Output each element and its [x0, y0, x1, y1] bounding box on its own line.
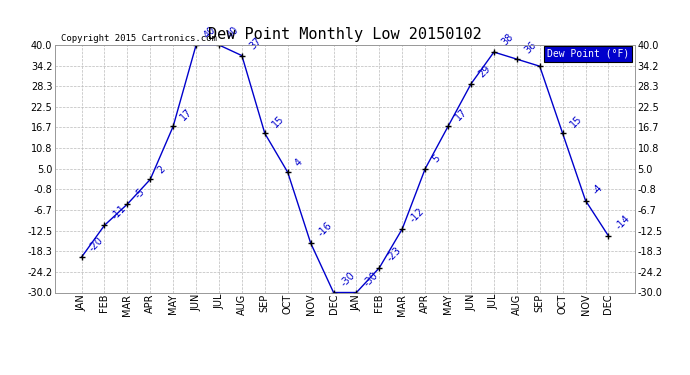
Text: 38: 38	[500, 32, 515, 48]
Text: -4: -4	[591, 183, 605, 196]
Text: 5: 5	[431, 153, 442, 165]
Text: -23: -23	[385, 245, 403, 264]
Text: 34: 34	[545, 46, 561, 62]
Text: -20: -20	[87, 235, 106, 253]
Text: -11: -11	[110, 203, 128, 221]
Text: 17: 17	[453, 106, 469, 122]
Text: 36: 36	[522, 39, 538, 55]
Text: 29: 29	[477, 64, 493, 80]
Text: -16: -16	[316, 220, 335, 239]
Text: 2: 2	[156, 164, 167, 175]
Title: Dew Point Monthly Low 20150102: Dew Point Monthly Low 20150102	[208, 27, 482, 42]
Text: Copyright 2015 Cartronics.com: Copyright 2015 Cartronics.com	[61, 33, 217, 42]
Text: -12: -12	[408, 206, 426, 225]
Text: 40: 40	[224, 25, 240, 41]
Text: -30: -30	[339, 270, 357, 288]
Text: -30: -30	[362, 270, 380, 288]
Text: 15: 15	[270, 113, 286, 129]
Text: 17: 17	[179, 106, 195, 122]
Text: 4: 4	[293, 157, 305, 168]
Text: -14: -14	[614, 213, 632, 232]
Text: 40: 40	[201, 25, 217, 41]
Text: -5: -5	[133, 186, 147, 200]
Text: 15: 15	[568, 113, 584, 129]
Text: 37: 37	[248, 36, 264, 51]
Text: Dew Point (°F): Dew Point (°F)	[546, 49, 629, 59]
